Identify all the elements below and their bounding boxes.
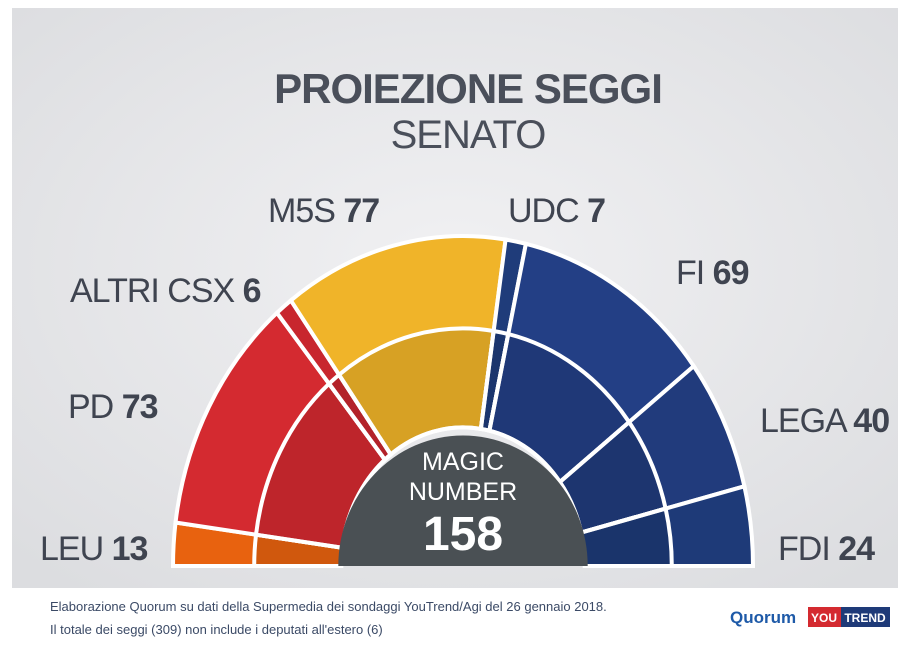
segment-name: PD [68, 388, 113, 426]
chart-title: PROIEZIONE SEGGI [274, 65, 662, 112]
segment-value: 7 [587, 192, 605, 230]
logo-trend: TREND [844, 611, 886, 625]
center-disc [338, 435, 588, 566]
segment-value: 6 [243, 272, 261, 310]
segment-value: 77 [343, 192, 379, 230]
segment-name: LEU [40, 530, 103, 568]
chart-subtitle: SENATO [391, 113, 546, 157]
segment-name: M5S [268, 192, 335, 230]
segment-label: ALTRI CSX 6 [70, 272, 261, 310]
segment-name: ALTRI CSX [70, 272, 235, 310]
center-label: MAGIC [422, 448, 504, 476]
segment-value: 69 [713, 254, 749, 292]
logo-you: YOU [811, 611, 837, 625]
footnote: Il totale dei seggi (309) non include i … [50, 622, 383, 637]
segment-label: LEU 13 [40, 530, 148, 568]
segment-value: 24 [838, 530, 875, 568]
footer-band [12, 588, 898, 644]
footnote: Elaborazione Quorum su dati della Superm… [50, 599, 607, 614]
center-label: NUMBER [409, 478, 517, 506]
segment-label: FI 69 [676, 254, 749, 292]
segment-name: FDI [778, 530, 830, 568]
segment-value: 40 [853, 402, 889, 440]
segment-name: FI [676, 254, 704, 292]
segment-name: UDC [508, 192, 579, 230]
segment-label: M5S 77 [268, 192, 379, 230]
segment-value: 73 [122, 388, 158, 426]
segment-value: 13 [112, 530, 148, 568]
segment-label: FDI 24 [778, 530, 875, 568]
segment-name: LEGA [760, 402, 848, 440]
segment-label: UDC 7 [508, 192, 605, 230]
logo-box [841, 607, 890, 627]
magic-number: 158 [423, 508, 503, 561]
logo-quorum: Quorum [730, 608, 796, 627]
logo-box [808, 607, 841, 627]
segment-label: PD 73 [68, 388, 158, 426]
segment-label: LEGA 40 [760, 402, 889, 440]
